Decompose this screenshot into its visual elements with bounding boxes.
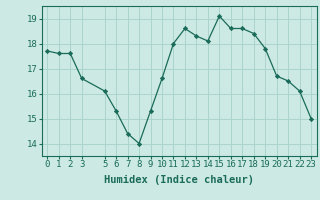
X-axis label: Humidex (Indice chaleur): Humidex (Indice chaleur) xyxy=(104,175,254,185)
